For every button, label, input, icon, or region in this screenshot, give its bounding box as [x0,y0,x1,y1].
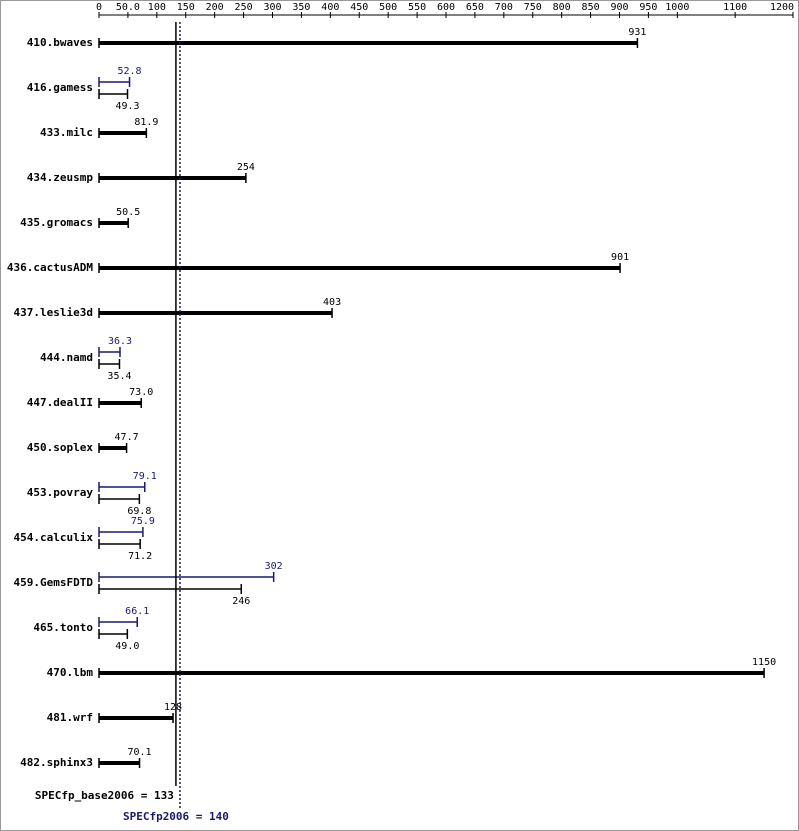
peak-label: 36.3 [108,336,132,347]
base-label: 1150 [752,657,776,668]
x-tick-label: 100 [148,2,166,13]
x-tick-label: 350 [292,2,310,13]
x-tick-label: 250 [235,2,253,13]
base-label: 69.8 [127,506,151,517]
benchmark-name: 436.cactusADM [7,261,93,274]
x-tick-label: 550 [408,2,426,13]
peak-label: 302 [265,561,283,572]
benchmark-name: 454.calculix [14,531,94,544]
x-tick-label: 950 [639,2,657,13]
x-tick-label: 1200 [770,2,794,13]
benchmark-name: 459.GemsFDTD [14,576,94,589]
benchmark-name: 437.leslie3d [14,306,93,319]
base-label: 901 [611,252,629,263]
benchmark-name: 416.gamess [27,81,93,94]
base-label: 128 [164,702,182,713]
base-label: 35.4 [107,371,131,382]
peak-label: 66.1 [125,606,149,617]
base-label: 70.1 [127,747,151,758]
base-label: 71.2 [128,551,152,562]
base-label: 931 [628,27,646,38]
benchmark-name: 465.tonto [33,621,93,634]
x-tick-label: 900 [610,2,628,13]
x-tick-label: 1000 [665,2,689,13]
benchmark-name: 450.soplex [27,441,94,454]
peak-label: 79.1 [133,471,157,482]
x-tick-label: 300 [263,2,281,13]
base-metric-label: SPECfp_base2006 = 133 [35,789,174,802]
peak-metric-label: SPECfp2006 = 140 [123,810,229,823]
benchmark-name: 444.namd [40,351,93,364]
base-label: 403 [323,297,341,308]
x-tick-label: 500 [379,2,397,13]
x-tick-label: 600 [437,2,455,13]
benchmark-name: 470.lbm [47,666,94,679]
benchmark-name: 435.gromacs [20,216,93,229]
x-tick-label: 150 [177,2,195,13]
benchmark-name: 433.milc [40,126,93,139]
benchmark-name: 453.povray [27,486,94,499]
x-tick-label: 800 [553,2,571,13]
peak-label: 52.8 [117,66,141,77]
x-tick-label: 50.0 [116,2,140,13]
x-tick-label: 450 [350,2,368,13]
benchmark-name: 482.sphinx3 [20,756,93,769]
x-tick-label: 850 [582,2,600,13]
benchmark-name: 447.dealII [27,396,93,409]
peak-label: 75.9 [131,516,155,527]
base-label: 50.5 [116,207,140,218]
benchmark-name: 481.wrf [47,711,93,724]
base-label: 254 [237,162,255,173]
benchmark-name: 434.zeusmp [27,171,94,184]
base-label: 73.0 [129,387,153,398]
x-tick-label: 0 [96,2,102,13]
benchmark-name: 410.bwaves [27,36,93,49]
base-label: 49.3 [115,101,139,112]
base-label: 246 [232,596,250,607]
x-tick-label: 400 [321,2,339,13]
x-tick-label: 750 [524,2,542,13]
base-label: 47.7 [115,432,139,443]
x-tick-label: 1100 [723,2,747,13]
x-tick-label: 700 [495,2,513,13]
x-tick-label: 650 [466,2,484,13]
x-tick-label: 200 [206,2,224,13]
base-label: 49.0 [115,641,139,652]
base-label: 81.9 [134,117,158,128]
